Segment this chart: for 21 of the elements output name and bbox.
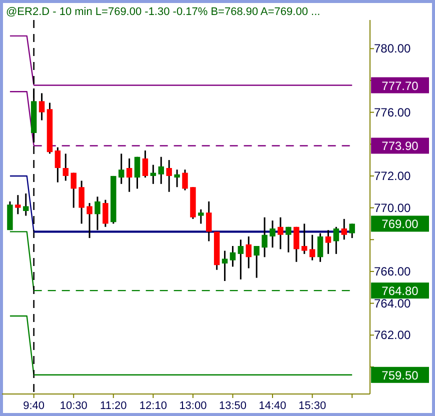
ref-line-label: 759.50 xyxy=(382,368,419,382)
y-tick-label: 772.00 xyxy=(374,168,412,183)
x-tick-label: 15:30 xyxy=(298,400,326,412)
y-tick-label: 780.00 xyxy=(374,42,412,56)
y-tick-label: 764.00 xyxy=(374,296,412,310)
ref-line-label: 777.70 xyxy=(382,78,419,93)
ref-line-label: 764.80 xyxy=(382,284,419,298)
ref-line-label: 773.90 xyxy=(382,139,419,154)
y-tick-label: 770.00 xyxy=(374,200,412,215)
y-tick-label: 762.00 xyxy=(374,328,412,342)
x-tick-label: 13:00 xyxy=(179,400,207,412)
x-tick-label: 9:40 xyxy=(23,400,45,412)
text: 769.00 xyxy=(382,217,419,232)
y-tick-label: 766.00 xyxy=(374,264,412,278)
y-tick-label: 776.00 xyxy=(374,105,412,120)
x-tick-label: 10:30 xyxy=(60,400,88,412)
x-tick-label: 14:40 xyxy=(258,400,286,412)
chart-title: @ER2.D - 10 min L=769.00 -1.30 -0.17% B=768.90 A=769.00 ... xyxy=(6,6,320,18)
x-tick-label: 11:20 xyxy=(100,400,127,412)
x-tick-label: 12:10 xyxy=(139,400,167,412)
x-tick-label: 13:50 xyxy=(218,400,247,412)
